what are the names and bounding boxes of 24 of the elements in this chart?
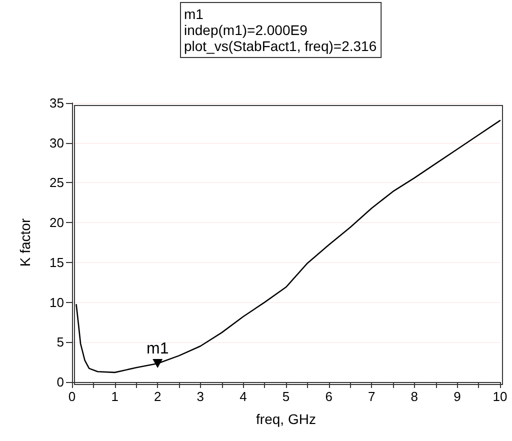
x-tick-label: 10 [492, 389, 508, 404]
x-tick-label: 0 [68, 389, 76, 404]
y-tick-label: 35 [50, 96, 64, 110]
x-tick-label: 5 [282, 389, 290, 404]
x-axis-title: freq, GHz [256, 411, 316, 427]
y-tick-label: 5 [56, 334, 64, 350]
line-series [76, 120, 501, 374]
y-tick-label: 0 [56, 374, 64, 390]
x-tick-label: 1 [111, 389, 118, 404]
y-tick-label: 25 [50, 175, 64, 190]
x-tick-label: 6 [325, 389, 332, 404]
y-tick-label: 20 [50, 215, 64, 230]
y-tick-label: 15 [50, 254, 64, 270]
y-axis-title: K factor [17, 218, 33, 267]
x-tick-label: 7 [368, 389, 376, 404]
x-tick-label: 9 [454, 389, 461, 404]
x-tick-label: 3 [196, 389, 204, 404]
text: m1 indep(m1)=2.000E9 plot_vs(StabFact1, freq)=2.316 [184, 6, 377, 54]
annotation: m1 [146, 340, 169, 358]
x-tick-label: 8 [410, 389, 418, 404]
y-tick-label: 10 [50, 294, 64, 310]
x-tick-label: 2 [154, 389, 162, 404]
x-tick-label: 4 [240, 389, 247, 404]
y-tick-label: 30 [50, 135, 64, 150]
